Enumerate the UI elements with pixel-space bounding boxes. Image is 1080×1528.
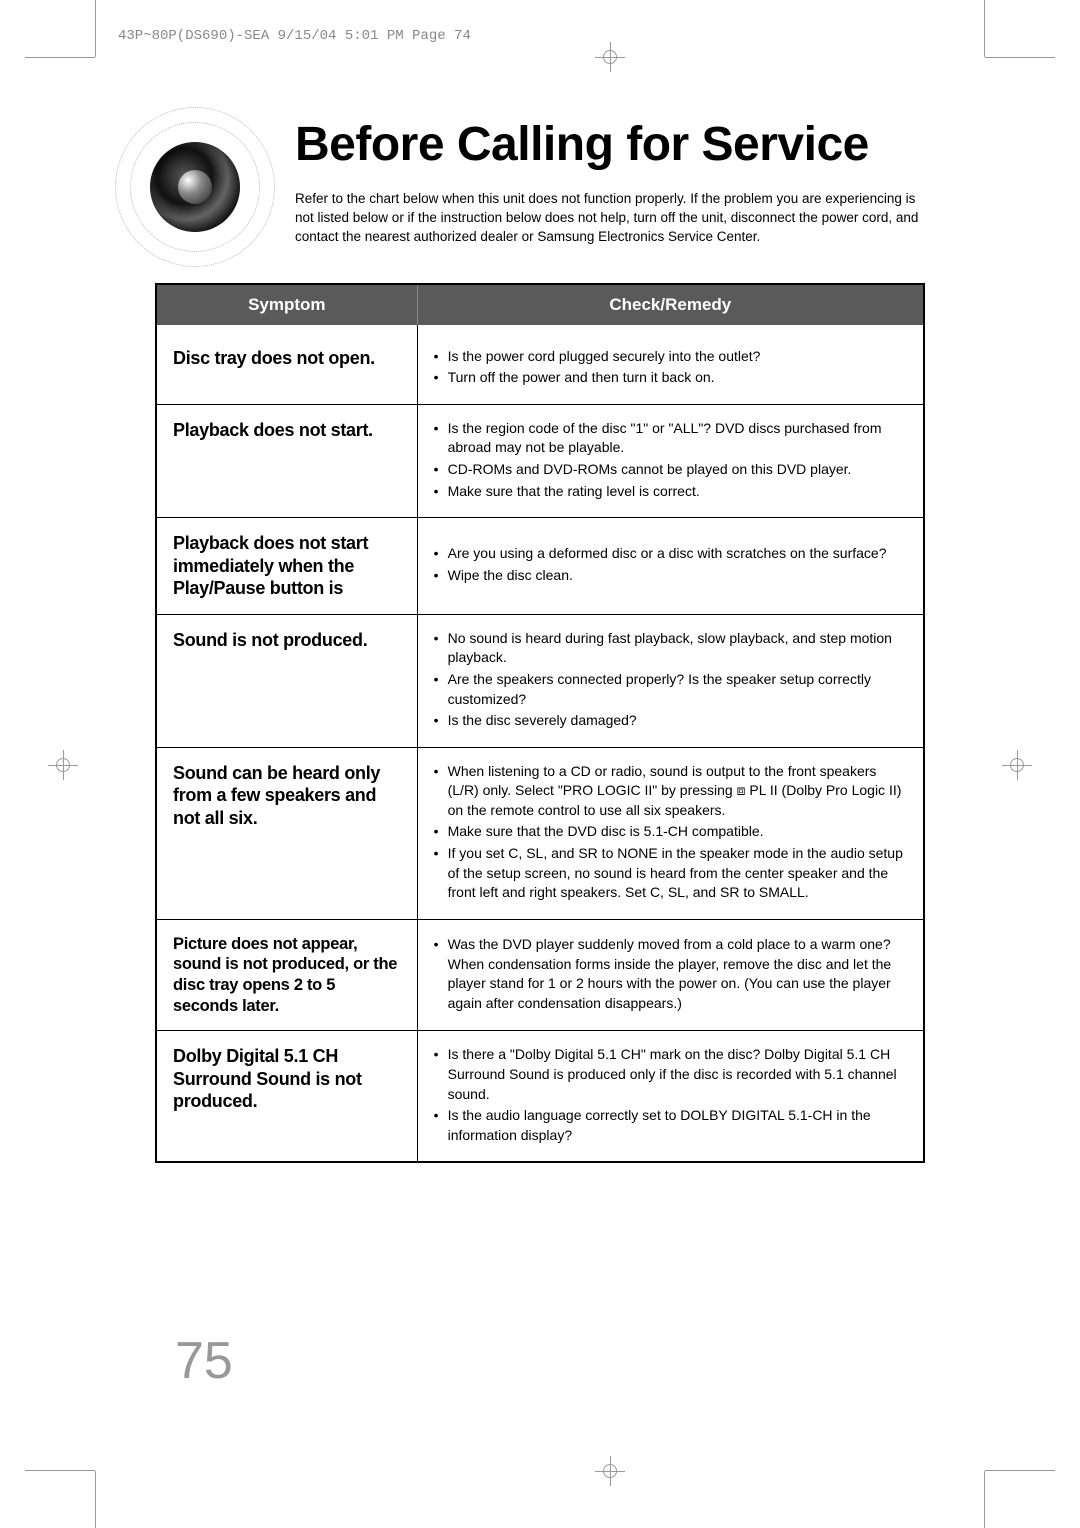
- table-row: Sound can be heard only from a few speak…: [156, 747, 924, 919]
- table-row: Disc tray does not open. Is the power cor…: [156, 325, 924, 405]
- symptom-cell: Sound is not produced.: [156, 614, 417, 747]
- remedy-item: When listening to a CD or radio, sound i…: [434, 762, 907, 821]
- symptom-cell: Playback does not start immediately when…: [156, 518, 417, 615]
- remedy-cell: Is the region code of the disc "1" or "A…: [417, 404, 924, 517]
- remedy-cell: No sound is heard during fast playback, …: [417, 614, 924, 747]
- remedy-item: Was the DVD player suddenly moved from a…: [434, 935, 907, 1013]
- speaker-logo-graphic: [115, 107, 275, 267]
- table-header-row: Symptom Check/Remedy: [156, 284, 924, 325]
- print-header-line: 43P~80P(DS690)-SEA 9/15/04 5:01 PM Page …: [118, 28, 471, 44]
- remedy-cell: Is the power cord plugged securely into …: [417, 325, 924, 405]
- intro-paragraph: Refer to the chart below when this unit …: [295, 190, 925, 247]
- remedy-cell: Are you using a deformed disc or a disc …: [417, 518, 924, 615]
- remedy-cell: Is there a "Dolby Digital 5.1 CH" mark o…: [417, 1031, 924, 1162]
- header-symptom: Symptom: [156, 284, 417, 325]
- crop-mark: [984, 0, 985, 57]
- remedy-item: Make sure that the DVD disc is 5.1-CH co…: [434, 822, 907, 842]
- crop-mark: [25, 1470, 95, 1471]
- remedy-item: CD-ROMs and DVD-ROMs cannot be played on…: [434, 460, 907, 480]
- remedy-cell: When listening to a CD or radio, sound i…: [417, 747, 924, 919]
- remedy-item: Make sure that the rating level is corre…: [434, 482, 907, 502]
- header-remedy: Check/Remedy: [417, 284, 924, 325]
- table-row: Dolby Digital 5.1 CH Surround Sound is n…: [156, 1031, 924, 1162]
- remedy-item: Are you using a deformed disc or a disc …: [434, 544, 907, 564]
- table-row: Playback does not start. Is the region co…: [156, 404, 924, 517]
- crop-mark: [985, 57, 1055, 58]
- crop-mark: [985, 1470, 1055, 1471]
- remedy-item: No sound is heard during fast playback, …: [434, 629, 907, 668]
- remedy-item: Are the speakers connected properly? Is …: [434, 670, 907, 709]
- remedy-item: Is the disc severely damaged?: [434, 711, 907, 731]
- page-number: 75: [175, 1331, 233, 1391]
- crop-mark: [984, 1471, 985, 1528]
- symptom-cell: Disc tray does not open.: [156, 325, 417, 405]
- table-row: Picture does not appear, sound is not pr…: [156, 919, 924, 1031]
- registration-mark: [1002, 750, 1032, 780]
- symptom-cell: Dolby Digital 5.1 CH Surround Sound is n…: [156, 1031, 417, 1162]
- remedy-cell: Was the DVD player suddenly moved from a…: [417, 919, 924, 1031]
- troubleshooting-table: Symptom Check/Remedy Disc tray does not …: [155, 283, 925, 1164]
- remedy-item: If you set C, SL, and SR to NONE in the …: [434, 844, 907, 903]
- symptom-cell: Sound can be heard only from a few speak…: [156, 747, 417, 919]
- page-title: Before Calling for Service: [295, 117, 925, 172]
- crop-mark: [95, 1471, 96, 1528]
- remedy-item: Is there a "Dolby Digital 5.1 CH" mark o…: [434, 1045, 907, 1104]
- remedy-item: Is the power cord plugged securely into …: [434, 347, 907, 367]
- remedy-item: Is the audio language correctly set to D…: [434, 1106, 907, 1145]
- symptom-cell: Playback does not start.: [156, 404, 417, 517]
- registration-mark: [48, 750, 78, 780]
- crop-mark: [25, 57, 95, 58]
- remedy-item: Turn off the power and then turn it back…: [434, 368, 907, 388]
- symptom-cell: Picture does not appear, sound is not pr…: [156, 919, 417, 1031]
- table-row: Playback does not start immediately when…: [156, 518, 924, 615]
- remedy-item: Wipe the disc clean.: [434, 566, 907, 586]
- remedy-item: Is the region code of the disc "1" or "A…: [434, 419, 907, 458]
- page-content: Before Calling for Service Refer to the …: [95, 57, 985, 1471]
- crop-mark: [95, 0, 96, 57]
- table-row: Sound is not produced. No sound is heard …: [156, 614, 924, 747]
